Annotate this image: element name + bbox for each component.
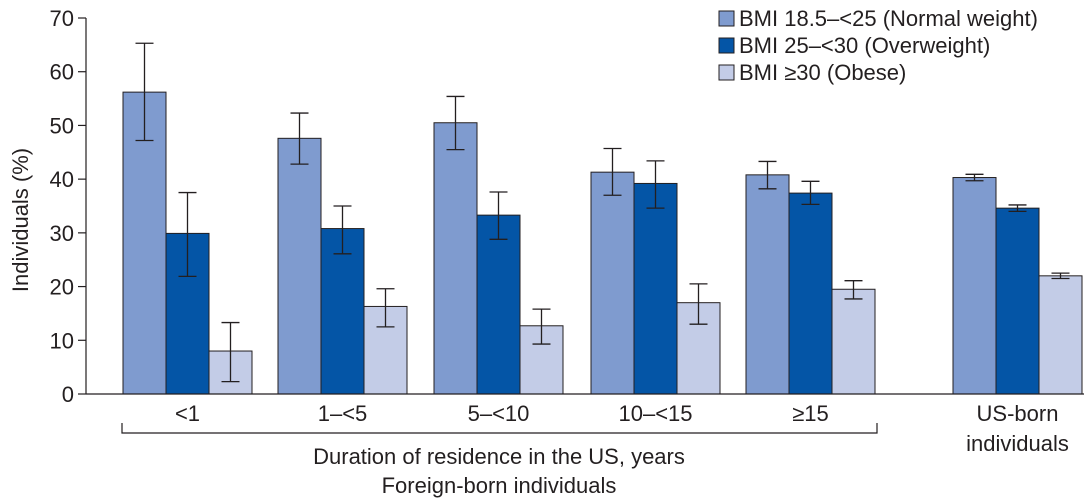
error-bar	[844, 280, 863, 300]
bar	[476, 214, 521, 395]
y-tick-label: 30	[50, 221, 74, 246]
x-tick-label: 10–<15	[618, 401, 692, 426]
y-tick-label: 0	[62, 382, 74, 407]
x-tick-label: US-born	[977, 401, 1059, 426]
legend-label: BMI ≥30 (Obese)	[739, 60, 906, 85]
error-bar	[646, 160, 665, 209]
error-bar	[532, 308, 551, 345]
error-bar	[178, 191, 197, 278]
legend-swatch	[718, 10, 735, 27]
x-tick-label: individuals	[966, 431, 1069, 456]
bar	[433, 122, 478, 395]
legend-swatch	[718, 64, 735, 81]
y-tick-label: 40	[50, 167, 74, 192]
error-bar	[135, 42, 154, 142]
bars-layer	[122, 91, 1083, 395]
bar	[745, 174, 790, 395]
y-tick-label: 60	[50, 60, 74, 85]
bar	[590, 171, 635, 395]
bar	[952, 177, 997, 395]
group-label-duration: Duration of residence in the US, years	[313, 444, 685, 469]
y-tick-label: 10	[50, 328, 74, 353]
error-bar	[603, 147, 622, 196]
x-tick-label: 1–<5	[318, 401, 368, 426]
error-bar	[1051, 272, 1070, 280]
error-bar	[801, 180, 820, 206]
error-bar	[758, 160, 777, 190]
error-bar	[376, 288, 395, 328]
error-bar	[489, 191, 508, 240]
bar	[1038, 275, 1083, 395]
legend-swatch	[718, 37, 735, 54]
bar	[277, 137, 322, 395]
legend: BMI 18.5–<25 (Normal weight)BMI 25–<30 (…	[718, 6, 1038, 85]
x-tick-label: <1	[175, 401, 200, 426]
bar	[995, 207, 1040, 395]
y-tick-label: 70	[50, 6, 74, 31]
legend-label: BMI 25–<30 (Overweight)	[739, 33, 990, 58]
y-tick-label: 50	[50, 113, 74, 138]
bar	[788, 192, 833, 395]
error-bar	[1008, 204, 1027, 213]
x-axis: <1 1–<5 5–<10 10–<15 ≥15 US-born individuals	[86, 393, 1084, 456]
y-axis-title: Individuals (%)	[8, 148, 33, 292]
error-bars-layer	[135, 42, 1070, 383]
error-bar	[290, 112, 309, 165]
group-label-foreign-born: Foreign-born individuals	[382, 473, 617, 498]
bar	[633, 182, 678, 395]
bar	[831, 288, 876, 395]
x-tick-label: ≥15	[792, 401, 829, 426]
error-bar	[446, 95, 465, 151]
error-bar	[221, 321, 240, 383]
y-axis: 0 10 20 30 40 50 60 70	[50, 6, 87, 407]
error-bar	[689, 283, 708, 325]
error-bar	[333, 205, 352, 255]
y-tick-label: 20	[50, 275, 74, 300]
group-bracket	[121, 423, 878, 434]
legend-label: BMI 18.5–<25 (Normal weight)	[739, 6, 1038, 31]
x-tick-label: 5–<10	[468, 401, 530, 426]
error-bar	[965, 173, 984, 182]
